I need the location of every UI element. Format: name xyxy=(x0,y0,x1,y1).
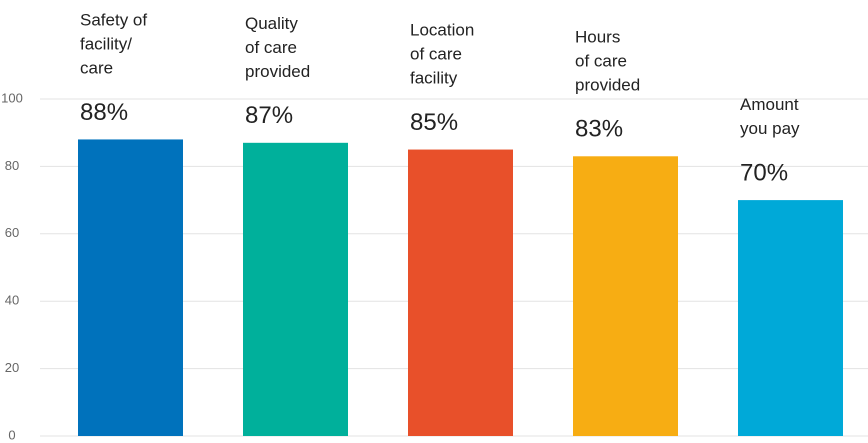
y-tick-label: 60 xyxy=(5,225,19,240)
category-line: facility/ xyxy=(80,35,132,54)
y-tick-label: 100 xyxy=(1,90,23,105)
category-line: care xyxy=(80,59,113,78)
category-line: of care xyxy=(410,45,462,64)
bar xyxy=(573,156,678,437)
value-label: 88% xyxy=(80,99,128,126)
category-line: Safety of xyxy=(80,11,147,30)
value-label: 87% xyxy=(245,102,293,129)
bar xyxy=(243,142,348,436)
category-line: of care xyxy=(575,52,627,71)
y-tick-label: 20 xyxy=(5,360,19,375)
category-line: Location xyxy=(410,21,474,40)
bar xyxy=(738,200,843,436)
category-line: Amount xyxy=(740,96,799,115)
category-line: provided xyxy=(575,76,640,95)
category-line: Quality xyxy=(245,14,298,33)
category-line: facility xyxy=(410,69,458,88)
category-line: provided xyxy=(245,62,310,81)
category-label: Quality of care provided xyxy=(245,14,310,81)
value-label: 70% xyxy=(740,159,788,186)
y-tick-label: 40 xyxy=(5,293,19,308)
bar xyxy=(78,139,183,436)
bar xyxy=(408,149,513,437)
category-label: Location of care facility xyxy=(410,21,474,88)
value-label: 83% xyxy=(575,116,623,143)
category-label: Safety of facility/care xyxy=(80,11,147,78)
y-tick-label: 0 xyxy=(8,427,15,442)
category-label: Hours of care provided xyxy=(575,28,640,95)
category-line: Hours xyxy=(575,28,620,47)
category-line: you pay xyxy=(740,120,800,139)
value-label: 85% xyxy=(410,109,458,136)
category-label: Amount you pay xyxy=(740,96,800,139)
category-line: of care xyxy=(245,38,297,57)
y-tick-label: 80 xyxy=(5,158,19,173)
